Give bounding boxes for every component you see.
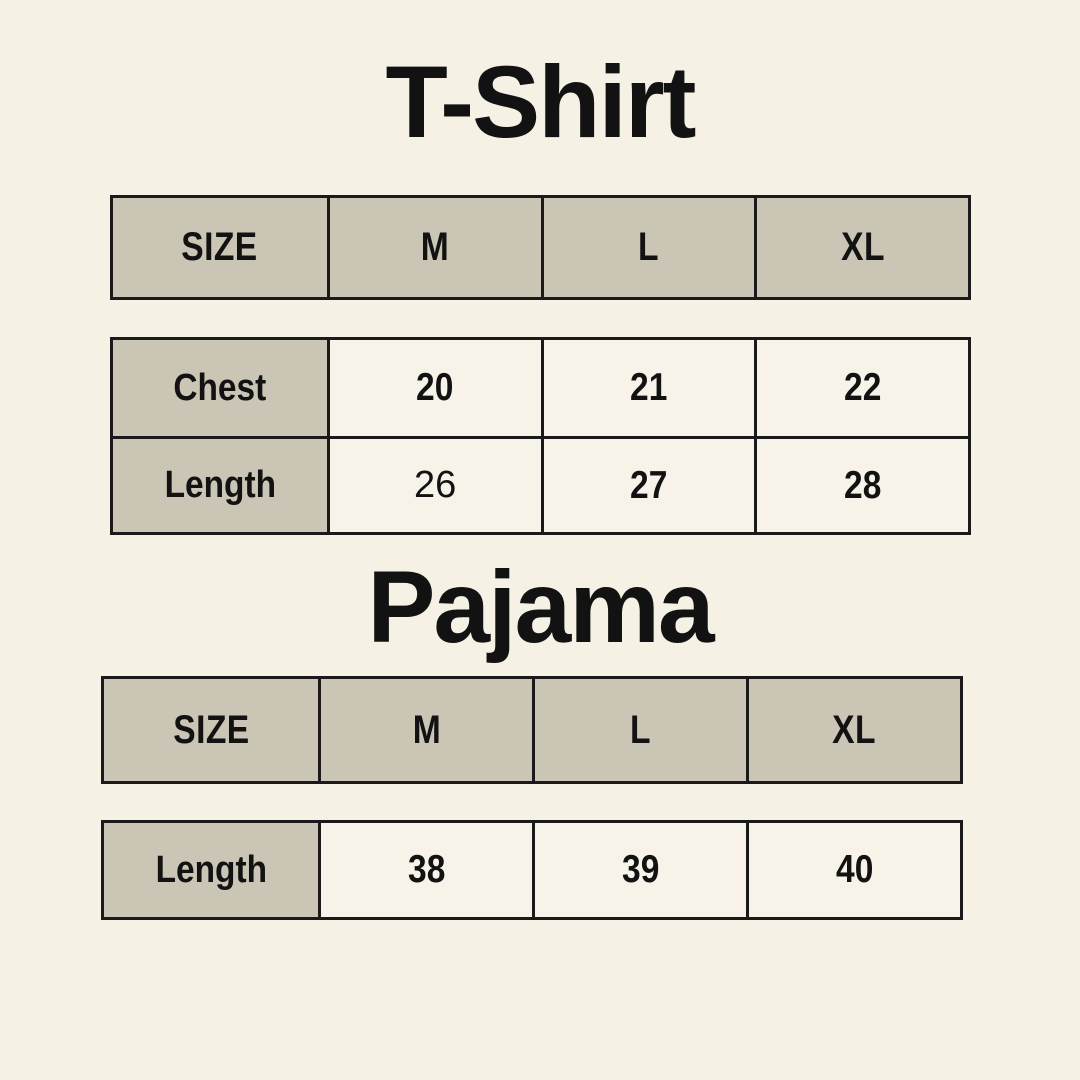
tshirt-chest-l-cell: 21 — [540, 340, 755, 436]
tshirt-chest-m-cell: 20 — [326, 340, 541, 436]
pajama-header-cell-m: M — [318, 679, 532, 781]
pajama-header-cell-size: SIZE — [104, 679, 318, 781]
tshirt-chest-xl-cell: 22 — [754, 340, 968, 436]
size-chart-page: T-Shirt SIZE M L XL Chest 20 21 22 Lengt… — [101, 45, 971, 920]
size-header-label: SIZE — [181, 225, 259, 269]
pajama-size-header-table: SIZE M L XL — [101, 676, 963, 784]
size-l-label: L — [638, 225, 660, 269]
tshirt-length-m-cell: 26 — [326, 436, 541, 532]
tshirt-length-xl-cell: 28 — [754, 436, 968, 532]
tshirt-length-l-cell: 27 — [540, 436, 755, 532]
row-label-length: Length — [155, 848, 267, 891]
tshirt-length-label-cell: Length — [113, 436, 327, 532]
value-length-m: 26 — [413, 464, 457, 506]
row-label-length: Length — [164, 464, 276, 506]
section-title-pajama: Pajama — [367, 550, 714, 664]
value-length-xl: 40 — [835, 848, 874, 891]
pajama-header-cell-l: L — [532, 679, 746, 781]
section-title-tshirt: T-Shirt — [385, 45, 697, 159]
pajama-header-cell-xl: XL — [746, 679, 960, 781]
size-xl-label: XL — [840, 225, 885, 269]
tshirt-chest-label-cell: Chest — [113, 340, 327, 436]
value-length-l: 39 — [621, 848, 660, 891]
size-l-label: L — [630, 707, 651, 752]
value-chest-m: 20 — [416, 366, 454, 409]
tshirt-header-cell-xl: XL — [754, 198, 968, 297]
value-length-l: 27 — [630, 463, 668, 507]
tshirt-measurements-table: Chest 20 21 22 Length 26 27 28 — [110, 337, 971, 535]
size-xl-label: XL — [832, 707, 877, 752]
tshirt-header-cell-l: L — [540, 198, 755, 297]
pajama-length-label-cell: Length — [104, 823, 318, 917]
pajama-length-l-cell: 39 — [532, 823, 746, 917]
value-length-xl: 28 — [843, 463, 882, 507]
value-chest-l: 21 — [630, 366, 668, 409]
row-label-chest: Chest — [173, 366, 267, 409]
pajama-length-m-cell: 38 — [318, 823, 532, 917]
pajama-measurements-table: Length 38 39 40 — [101, 820, 963, 920]
tshirt-size-header-table: SIZE M L XL — [110, 195, 971, 300]
size-m-label: M — [420, 225, 450, 269]
value-length-m: 38 — [407, 848, 446, 891]
value-chest-xl: 22 — [843, 366, 882, 409]
tshirt-header-cell-m: M — [326, 198, 541, 297]
tshirt-header-cell-size: SIZE — [113, 198, 327, 297]
pajama-length-xl-cell: 40 — [746, 823, 960, 917]
size-header-label: SIZE — [172, 707, 250, 752]
size-m-label: M — [412, 707, 441, 752]
